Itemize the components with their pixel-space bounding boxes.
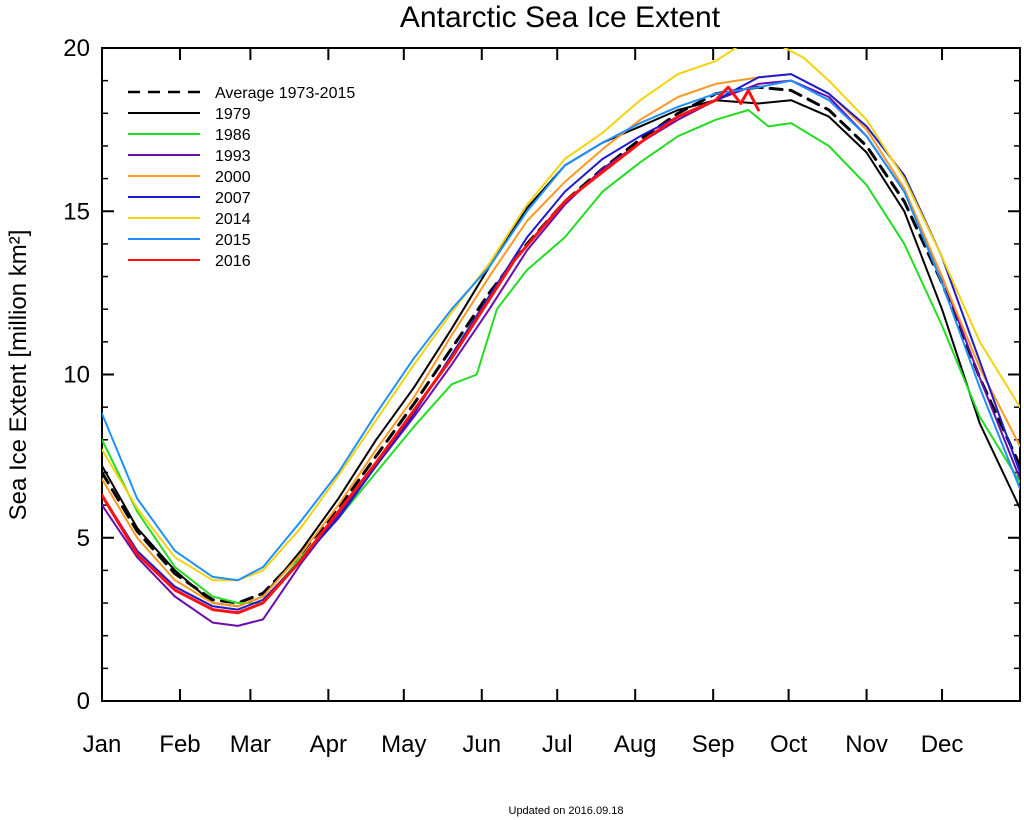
x-month-label: Feb: [159, 731, 200, 758]
x-month-label: Apr: [310, 731, 347, 758]
legend-label: Average 1973-2015: [215, 85, 355, 102]
legend-label: 2015: [215, 232, 251, 249]
y-axis-label: Sea Ice Extent [million km²]: [5, 230, 32, 521]
y-tick-label: 5: [77, 525, 90, 552]
y-tick-label: 10: [63, 362, 90, 389]
plot-area: 0 5 10 15 20 Jan Feb Mar Apr May Jun Jul Aug Sep Oct N…: [63, 35, 1021, 758]
x-month-label: Jan: [83, 731, 122, 758]
y-tick-label: 15: [63, 198, 90, 225]
x-axis-ticks: Jan Feb Mar Apr May Jun Jul Aug Sep Oct Nov Dec: [83, 48, 964, 758]
y-tick-label: 0: [77, 688, 90, 715]
x-month-label: Jul: [542, 731, 573, 758]
legend-label: 2014: [215, 211, 251, 228]
chart-title: Antarctic Sea Ice Extent: [400, 1, 721, 34]
series-line-2014: [102, 48, 1020, 582]
series-line-2015: [102, 79, 1020, 582]
updated-footer: Updated on 2016.09.18: [509, 805, 624, 817]
legend-label: 1993: [215, 148, 251, 165]
x-month-label: Oct: [770, 731, 808, 758]
legend-label: 2007: [215, 190, 251, 207]
x-month-label: Mar: [230, 731, 271, 758]
legend-label: 2016: [215, 253, 251, 270]
legend-label: 2000: [215, 169, 251, 186]
legend-label: 1979: [215, 106, 251, 123]
series-line-1986: [102, 109, 1020, 604]
x-month-label: Dec: [921, 731, 964, 758]
y-tick-label: 20: [63, 35, 90, 62]
x-month-label: May: [381, 731, 426, 758]
y-axis-ticks: 0 5 10 15 20: [63, 35, 1020, 715]
series-line-2007: [102, 73, 1020, 611]
series-lines: [102, 48, 1020, 627]
x-month-label: Aug: [614, 731, 657, 758]
legend: Average 1973-2015 1979 1986 1993 2000 2007 201…: [128, 85, 355, 270]
legend-label: 1986: [215, 127, 251, 144]
x-month-label: Jun: [462, 731, 501, 758]
series-line-2016: [102, 85, 760, 615]
x-month-label: Sep: [692, 731, 735, 758]
x-month-label: Nov: [845, 731, 888, 758]
series-line-2000: [102, 73, 1020, 608]
